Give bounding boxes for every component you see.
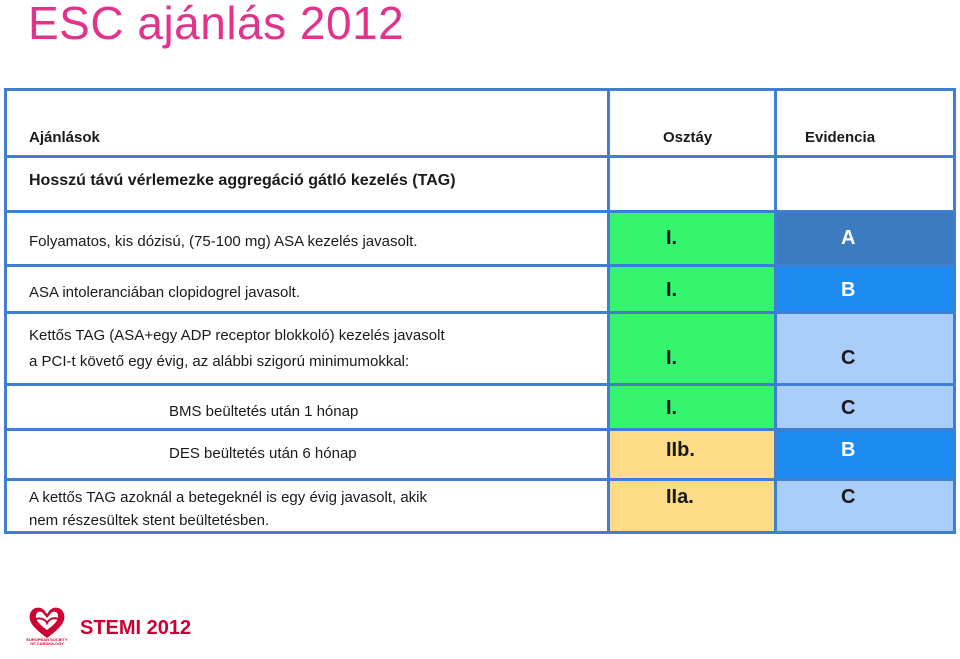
column-divider xyxy=(774,91,777,531)
recommendation-text: Folyamatos, kis dózisú, (75-100 mg) ASA … xyxy=(29,233,418,250)
table-row: BMS beültetés után 1 hónap I. C xyxy=(7,386,953,428)
divider xyxy=(7,210,953,213)
evidence-value: C xyxy=(841,397,856,419)
logo-text: EUROPEAN SOCIETY OF CARDIOLOGY xyxy=(26,637,68,646)
table-row: Kettős TAG (ASA+egy ADP receptor blokkol… xyxy=(7,314,953,383)
table-header-row: Ajánlások Osztáy Evidencia xyxy=(7,91,953,155)
divider xyxy=(7,264,953,267)
evidence-value: C xyxy=(841,486,856,508)
class-value: IIa. xyxy=(666,486,694,508)
footer-label: STEMI 2012 xyxy=(80,617,192,639)
recommendation-text: BMS beültetés után 1 hónap xyxy=(169,403,359,420)
recommendation-text: DES beültetés után 6 hónap xyxy=(169,445,357,462)
header-evidence: Evidencia xyxy=(805,129,876,146)
column-divider xyxy=(607,91,610,531)
class-value: I. xyxy=(666,227,678,249)
divider xyxy=(7,155,953,158)
table-row: ASA intoleranciában clopidogrel javasolt… xyxy=(7,267,953,311)
table-row: A kettős TAG azoknál a betegeknél is egy… xyxy=(7,481,953,531)
recommendations-table: Ajánlások Osztáy Evidencia Hosszú távú v… xyxy=(4,88,956,534)
divider xyxy=(7,311,953,314)
header-class: Osztáy xyxy=(663,129,713,146)
evidence-value: B xyxy=(841,279,856,301)
class-value: I. xyxy=(666,397,678,419)
class-value: I. xyxy=(666,347,678,369)
esc-logo: EUROPEAN SOCIETY OF CARDIOLOGY xyxy=(24,604,70,650)
recommendation-text: Kettős TAG (ASA+egy ADP receptor blokkol… xyxy=(29,327,445,344)
evidence-value: B xyxy=(841,439,856,461)
section-heading: Hosszú távú vérlemezke aggregáció gátló … xyxy=(29,172,456,189)
divider xyxy=(7,478,953,481)
page-title: ESC ajánlás 2012 xyxy=(28,0,405,49)
section-heading-row: Hosszú távú vérlemezke aggregáció gátló … xyxy=(7,158,953,210)
header-recommendations: Ajánlások xyxy=(29,129,100,146)
recommendation-text: a PCI-t követő egy évig, az alábbi szigo… xyxy=(29,353,410,370)
recommendation-text: nem részesültek stent beültetésben. xyxy=(29,512,270,529)
class-value: I. xyxy=(666,279,678,301)
evidence-value: C xyxy=(841,347,856,369)
divider xyxy=(7,428,953,431)
class-value: IIb. xyxy=(666,439,695,461)
divider xyxy=(7,383,953,386)
recommendation-text: ASA intoleranciában clopidogrel javasolt… xyxy=(29,284,301,301)
recommendation-text: A kettős TAG azoknál a betegeknél is egy… xyxy=(29,489,427,506)
table-row: Folyamatos, kis dózisú, (75-100 mg) ASA … xyxy=(7,213,953,264)
evidence-value: A xyxy=(841,227,856,249)
table-row: DES beültetés után 6 hónap IIb. B xyxy=(7,431,953,478)
